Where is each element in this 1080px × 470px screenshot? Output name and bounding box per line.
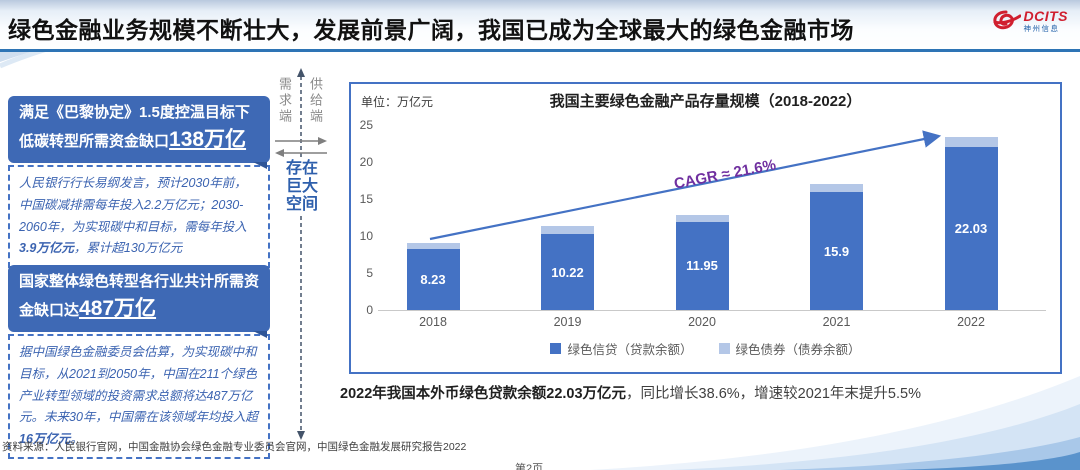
bar-value-label: 11.95	[686, 258, 718, 274]
dcits-swirl-icon	[992, 10, 1021, 30]
y-axis-tick: 25	[359, 118, 373, 132]
x-axis-tick: 2022	[957, 315, 985, 329]
y-axis-tick: 0	[366, 303, 373, 317]
funding-gap-card-paris: 满足《巴黎协定》1.5度控温目标下低碳转型所需资金缺口138万亿 人民银行行长易…	[8, 96, 270, 269]
page-title: 绿色金融业务规模不断壮大，发展前景广阔，我国已成为全球最大的绿色金融市场	[8, 17, 854, 43]
funding-gap-card-national: 国家整体绿色转型各行业共计所需资金缺口达487万亿 据中国绿色金融委员会估算，为…	[8, 265, 270, 460]
credit-bar-segment: 11.95	[675, 221, 729, 310]
bond-bar-segment	[406, 243, 460, 250]
card-body-text: 人民银行行长易纲发言，预计2030年前，中国碳减排需每年投入2.2万亿元；203…	[8, 164, 270, 269]
source-note: 资料来源：人民银行官网，中国金融协会绿色金融专业委员会官网，中国绿色金融发展研究…	[2, 441, 467, 453]
chart-title: 我国主要绿色金融产品存量规模（2018-2022）	[549, 93, 862, 110]
chart-canvas: 单位：万亿元 我国主要绿色金融产品存量规模（2018-2022） CAGR ≈ …	[351, 84, 1060, 372]
supply-side-label: 供给端	[308, 77, 323, 125]
highlight-value: 487万亿	[79, 297, 157, 321]
legend-label: 绿色信贷（贷款余额）	[567, 343, 693, 357]
logo-subtext: 神州信息	[1023, 24, 1060, 34]
title-rule	[0, 49, 1080, 52]
bar-value-label: 10.22	[551, 264, 584, 280]
bond-bar-segment	[810, 184, 863, 193]
bond-bar-segment	[675, 214, 729, 222]
credit-bar-segment: 22.03	[944, 146, 998, 310]
bar-value-label: 15.9	[823, 243, 850, 259]
credit-bar-segment: 10.22	[541, 234, 594, 310]
bar-value-label: 8.23	[420, 272, 446, 288]
fold-decoration	[253, 330, 267, 338]
x-axis-tick: 2019	[553, 315, 582, 329]
legend-label: 绿色债券（债券余额）	[735, 343, 861, 357]
green-finance-chart: 单位：万亿元 我国主要绿色金融产品存量规模（2018-2022） CAGR ≈ …	[349, 82, 1062, 374]
dcits-logo: DCITS 神州信息	[991, 8, 1069, 34]
huge-gap-label: 存在巨大空间	[285, 160, 319, 214]
x-axis-tick: 2018	[419, 315, 447, 329]
credit-bar-segment: 15.9	[810, 192, 863, 310]
legend-item: 绿色信贷（贷款余额）	[550, 339, 693, 358]
card-heading: 国家整体绿色转型各行业共计所需资金缺口达487万亿	[8, 265, 270, 338]
fold-decoration	[253, 161, 267, 169]
x-axis-line	[378, 310, 1046, 311]
y-axis-tick: 20	[359, 155, 373, 169]
page-number: 第2页	[515, 463, 544, 470]
y-axis-tick: 15	[359, 192, 373, 206]
summary-note: 2022年我国本外币绿色贷款余额22.03万亿元，同比增长38.6%，增速较20…	[340, 386, 921, 402]
legend-swatch	[550, 343, 562, 354]
bond-bar-segment	[944, 136, 998, 147]
credit-bar-segment: 8.23	[406, 249, 460, 310]
card-heading: 满足《巴黎协定》1.5度控温目标下低碳转型所需资金缺口138万亿	[8, 96, 270, 169]
y-axis-tick: 10	[359, 229, 373, 243]
y-axis-tick: 5	[366, 266, 373, 280]
chart-legend: 绿色信贷（贷款余额） 绿色债券（债券余额）	[351, 339, 1060, 358]
cagr-annotation: CAGR ≈ 21.6%	[672, 156, 778, 193]
x-axis-tick: 2021	[822, 315, 851, 329]
bar-value-label: 22.03	[954, 220, 988, 236]
highlight-value: 138万亿	[169, 128, 247, 152]
supply-demand-divider	[275, 68, 327, 440]
demand-side-label: 需求端	[277, 77, 292, 125]
logo-text: DCITS	[1023, 8, 1068, 25]
card-body-text: 据中国绿色金融委员会估算，为实现碳中和目标，从2021到2050年，中国在211…	[8, 333, 270, 460]
legend-swatch	[718, 343, 730, 354]
x-axis-tick: 2020	[688, 315, 716, 329]
header-band	[0, 0, 1080, 49]
legend-item: 绿色债券（债券余额）	[718, 339, 861, 358]
unit-label: 单位：万亿元	[361, 95, 434, 109]
bond-bar-segment	[541, 226, 594, 235]
